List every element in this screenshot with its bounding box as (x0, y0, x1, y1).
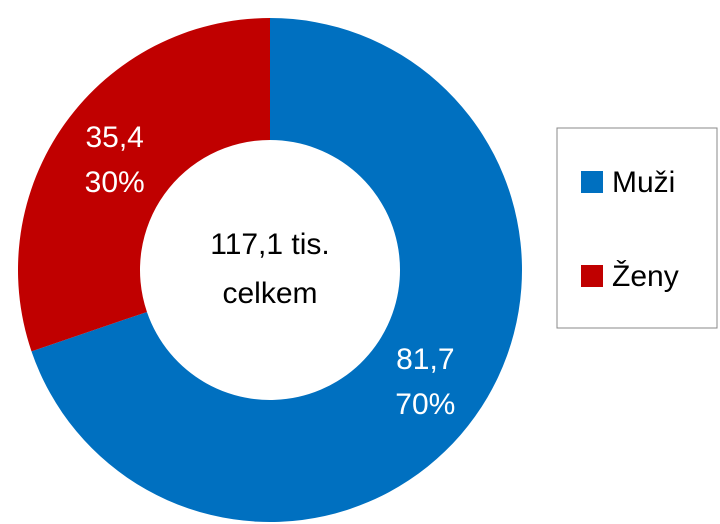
data-label: 81,7 (396, 343, 454, 376)
data-label: 35,4 (85, 121, 143, 154)
legend-swatch (581, 265, 603, 287)
legend-label: Muži (612, 166, 675, 199)
legend-label: Ženy (612, 260, 679, 293)
legend-box (556, 127, 718, 329)
legend-swatch (581, 171, 603, 193)
donut: 81,7 70% 35,4 30% (17, 18, 522, 523)
center-label: 117,1 tis. (210, 228, 330, 261)
donut-segment (17, 18, 270, 352)
legend: Muži Ženy (581, 166, 679, 293)
percent-label: 30% (85, 166, 145, 199)
center-label: celkem (222, 277, 317, 310)
percent-label: 70% (395, 388, 455, 421)
donut-segment (31, 18, 522, 523)
